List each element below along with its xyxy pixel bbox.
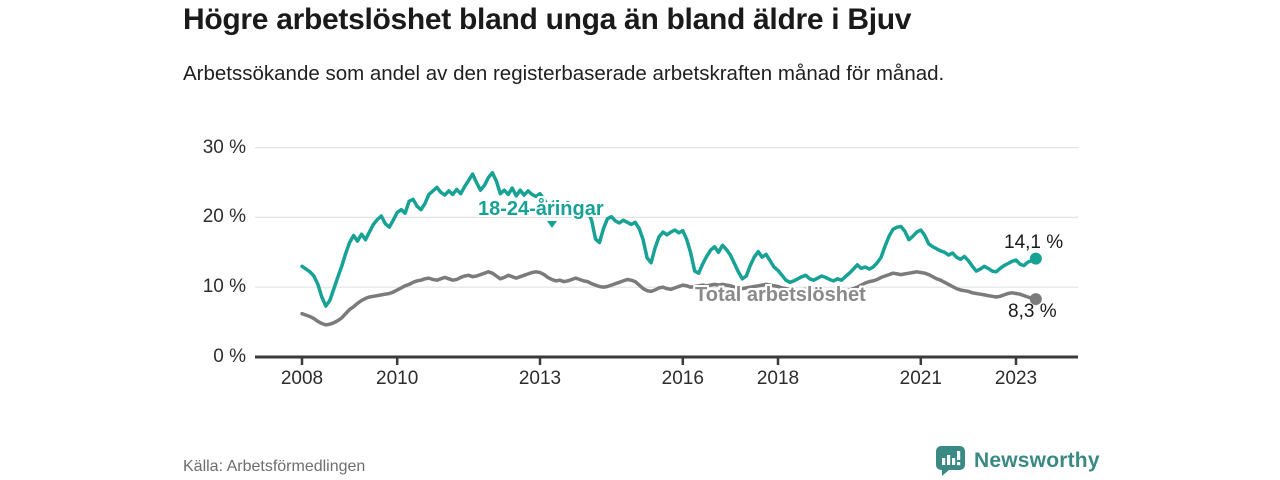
x-axis-tick-label: 2008 xyxy=(280,368,324,389)
end-value-label-young: 14,1 % xyxy=(1004,232,1064,253)
chart-title: Högre arbetslöshet bland unga än bland ä… xyxy=(183,3,912,36)
series-label-total: Total arbetslöshet xyxy=(695,284,866,306)
x-axis-tick-label: 2018 xyxy=(756,368,800,389)
y-axis-tick-label: 20 % xyxy=(202,206,246,228)
x-axis-tick-label: 2013 xyxy=(518,368,562,389)
brand-logo: Newsworthy xyxy=(935,445,1100,476)
brand-name: Newsworthy xyxy=(974,448,1100,472)
y-axis-tick-label: 10 % xyxy=(202,276,246,298)
x-axis-tick-label: 2021 xyxy=(899,368,942,389)
series-end-dot-0 xyxy=(1029,252,1042,265)
end-value-label-total: 8,3 % xyxy=(1008,301,1057,322)
x-axis-tick-label: 2016 xyxy=(661,368,704,389)
series-line-1 xyxy=(300,270,1038,327)
y-axis-tick-label: 0 % xyxy=(213,346,246,367)
x-axis-tick-label: 2023 xyxy=(994,368,1038,389)
series-end-dot-1 xyxy=(1029,293,1042,306)
newsworthy-logo-icon xyxy=(936,446,965,476)
y-axis-tick-label: 30 % xyxy=(202,136,246,158)
label-pointer-icon xyxy=(547,221,557,228)
series-label-young: 18-24-åringar xyxy=(478,198,604,220)
source-note: Källa: Arbetsförmedlingen xyxy=(183,458,366,475)
chart-subtitle: Arbetssökande som andel av den registerb… xyxy=(183,62,945,85)
series-line-0 xyxy=(300,170,1038,308)
x-axis-tick-label: 2010 xyxy=(376,368,419,389)
